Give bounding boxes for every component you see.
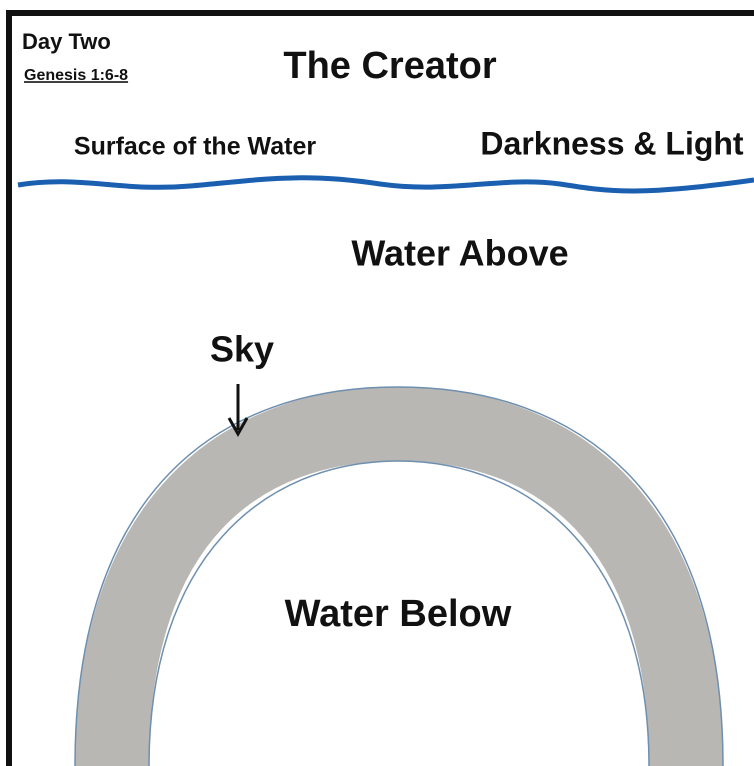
diagram: Day Two Genesis 1:6-8 The Creator Surfac… <box>0 0 754 766</box>
title: The Creator <box>283 45 496 87</box>
day-label: Day Two <box>22 29 111 54</box>
reference: Genesis 1:6-8 <box>24 67 128 84</box>
surface-label: Surface of the Water <box>74 133 316 161</box>
darkness-label: Darkness & Light <box>480 125 744 161</box>
water-above-label: Water Above <box>351 233 568 274</box>
sky-label: Sky <box>210 329 274 370</box>
water-below-label: Water Below <box>285 593 512 635</box>
page: Day Two Genesis 1:6-8 The Creator Surfac… <box>0 0 754 766</box>
